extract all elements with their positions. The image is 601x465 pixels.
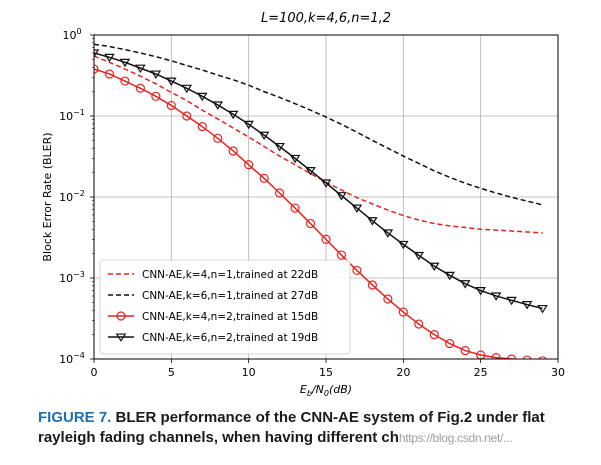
- x-tick-label: 15: [319, 366, 333, 379]
- bler-chart: L=100,k=4,6,n=1,2 0 5 10 15 20 25 30 10−410−31…: [41, 11, 565, 398]
- series-3-point: [398, 307, 408, 317]
- legend: CNN-AE,k=4,n=1,trained at 22dB CNN-AE,k=6…: [99, 259, 351, 355]
- series-4-point: [289, 154, 301, 164]
- series-3-point: [197, 121, 207, 132]
- watermark: https://blog.csdn.net/...: [398, 431, 513, 445]
- series-4-point: [398, 240, 409, 250]
- series-4-point: [475, 287, 486, 296]
- legend-label-1: CNN-AE,k=4,n=1,trained at 22dB: [142, 269, 318, 281]
- series-3-point: [352, 265, 362, 276]
- x-tick-label: 25: [474, 366, 488, 379]
- series-4-point: [243, 120, 254, 130]
- caption-line-1: FIGURE 7. BLER performance of the CNN-AE…: [38, 408, 598, 428]
- series-4-point: [166, 77, 177, 86]
- series-4-point: [150, 70, 162, 79]
- series-3-point: [538, 356, 547, 359]
- series-4-point: [227, 110, 239, 120]
- x-tick-label: 5: [168, 366, 175, 379]
- series-4-point: [274, 142, 285, 152]
- series-3-point: [94, 64, 99, 74]
- series-3-point: [166, 100, 176, 111]
- series-4-point: [382, 229, 394, 238]
- legend-marker-3: [116, 311, 126, 321]
- figure-caption: FIGURE 7. BLER performance of the CNN-AE…: [38, 408, 598, 448]
- series-3-point: [491, 353, 501, 359]
- series-4-point: [351, 204, 363, 213]
- series-layer: [94, 43, 548, 359]
- series-3-point: [445, 338, 455, 349]
- x-tick-label: 20: [396, 366, 410, 379]
- series-3-point: [522, 355, 532, 359]
- series-3-point: [135, 83, 145, 93]
- series-3-point: [383, 294, 393, 304]
- series-4-point: [413, 251, 425, 261]
- series-3-point: [321, 234, 331, 244]
- series-4-point: [181, 84, 193, 94]
- series-3-point: [275, 188, 285, 198]
- series-3-point: [104, 69, 115, 79]
- series-4-point: [320, 179, 332, 188]
- y-ticks: 10−4 10−3 10−2 10−1 100: [59, 27, 94, 366]
- series-line-2: [94, 43, 543, 206]
- series-4-point: [490, 292, 502, 301]
- series-3-point: [336, 250, 347, 260]
- legend-label-2: CNN-AE,k=6,n=1,trained at 27dB: [142, 290, 318, 302]
- x-tick-label: 0: [91, 366, 98, 379]
- y-tick-label: 10−2: [59, 189, 85, 204]
- series-4-point: [119, 58, 131, 68]
- series-3-point: [460, 345, 470, 356]
- series-3-point: [120, 76, 130, 86]
- x-axis-label: Eb/N0(dB): [300, 383, 352, 398]
- series-3-point: [290, 203, 300, 213]
- y-axis-label: Block Error Rate (BLER): [41, 132, 54, 261]
- series-3-point: [259, 173, 269, 183]
- series-4-point: [367, 217, 378, 226]
- series-4-point: [444, 271, 456, 281]
- x-tick-label: 10: [242, 366, 256, 379]
- series-3-point: [244, 160, 254, 170]
- series-3-point: [305, 218, 316, 229]
- x-ticks: 0 5 10 15 20 25 30: [91, 359, 565, 379]
- y-tick-label: 10−1: [59, 108, 85, 123]
- legend-marker-4: [115, 333, 127, 342]
- series-4-point: [94, 49, 100, 58]
- series-3-point: [507, 354, 517, 359]
- series-3-point: [367, 280, 377, 290]
- series-3-point: [182, 111, 192, 121]
- caption-text-1: BLER performance of the CNN-AE system of…: [115, 409, 545, 426]
- legend-box: [99, 259, 351, 355]
- series-4-point: [196, 92, 208, 102]
- series-4-point: [305, 167, 316, 176]
- series-4-point: [537, 304, 548, 314]
- chart-title: L=100,k=4,6,n=1,2: [261, 11, 391, 26]
- y-tick-label: 100: [62, 27, 81, 42]
- series-4-point: [258, 131, 270, 141]
- x-tick-label: 30: [551, 366, 565, 379]
- series-line-3: [94, 68, 523, 359]
- y-tick-label: 10−3: [59, 270, 85, 285]
- series-4-point: [521, 301, 533, 310]
- series-4-point: [336, 192, 347, 201]
- series-3-point: [414, 319, 424, 329]
- series-3-point: [429, 330, 439, 340]
- series-3-point: [476, 350, 486, 359]
- series-4-point: [104, 53, 115, 63]
- series-line-1: [94, 55, 543, 234]
- figure-label: FIGURE 7.: [38, 409, 112, 426]
- y-tick-label: 10−4: [59, 351, 85, 366]
- series-4-point: [135, 64, 146, 74]
- series-3-point: [151, 91, 161, 101]
- series-3-point: [213, 133, 223, 143]
- series-4-point: [459, 280, 471, 289]
- series-4-point: [506, 296, 517, 306]
- series-4-point: [428, 262, 440, 272]
- caption-line-2: rayleigh fading channels, when having di…: [38, 428, 598, 448]
- series-4-point: [212, 101, 224, 110]
- legend-label-4: CNN-AE,k=6,n=2,trained at 19dB: [142, 332, 318, 344]
- caption-text-2: rayleigh fading channels, when having di…: [38, 429, 399, 446]
- series-3-point: [228, 146, 238, 156]
- legend-label-3: CNN-AE,k=4,n=2,trained at 15dB: [142, 311, 318, 323]
